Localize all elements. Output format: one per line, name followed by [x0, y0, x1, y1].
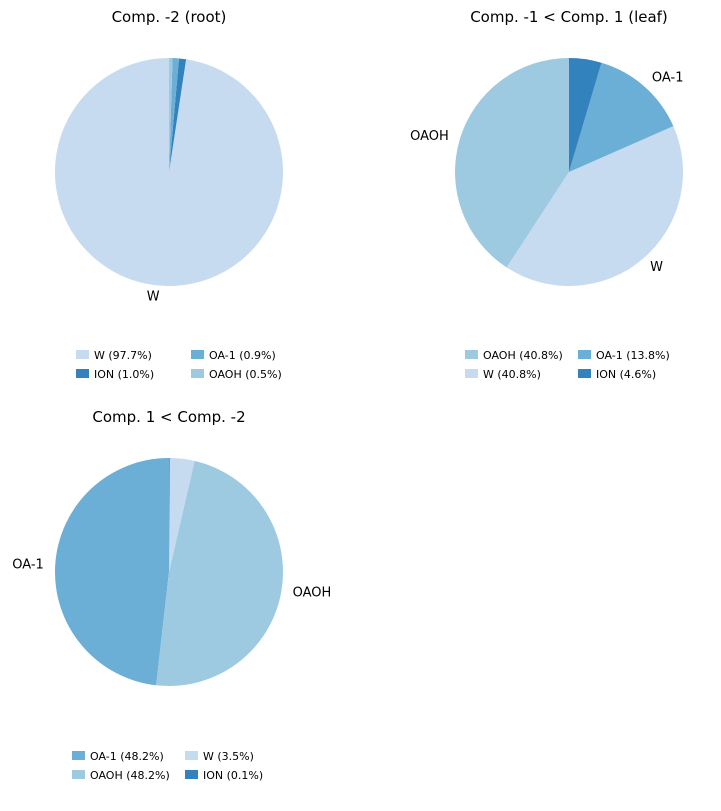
chart-1-legend-entry-ion: ION (1.0%) — [94, 368, 154, 381]
chart-2-slice-w — [506, 126, 683, 286]
chart-1-legend-entry-w: W (97.7%) — [94, 349, 152, 362]
chart-3-legend-swatch-oa-1 — [72, 751, 85, 760]
chart-2-slice-label-oaoh: OAOH — [410, 129, 449, 144]
chart-3-slice-oaoh — [156, 460, 284, 686]
chart-2-legend: OAOH (40.8%) OA-1 (13.8%) W (40.8%) ION (4.… — [465, 349, 670, 381]
chart-3-slice-label-oa-1: OA-1 — [12, 557, 44, 572]
chart-3-legend-swatch-ion — [185, 770, 198, 779]
chart-3-legend-swatch-oaoh — [72, 770, 85, 779]
chart-2-legend-entry-oaoh: OAOH (40.8%) — [483, 349, 563, 362]
chart-3-legend-entry-oa-1: OA-1 (48.2%) — [90, 750, 164, 763]
chart-2-slice-label-oa-1: OA-1 — [652, 70, 684, 85]
chart-3-slice-w — [169, 458, 195, 572]
chart-2-legend-swatch-ion — [578, 369, 591, 378]
chart-2-legend-entry-w: W (40.8%) — [483, 368, 541, 381]
chart-3-slice-labels: OA-1 OAOH — [12, 557, 331, 600]
chart-2-legend-swatch-w — [465, 369, 478, 378]
chart-2-title: Comp. -1 < Comp. 1 (leaf) — [470, 8, 668, 26]
chart-panel-1: Comp. -2 (root) W W (97.7%) OA-1 (0.9%) IO… — [55, 8, 283, 381]
chart-3-slice-oa-1 — [55, 458, 169, 686]
chart-1-legend-swatch-ion — [76, 369, 89, 378]
chart-panel-3: Comp. 1 < Comp. -2 OA-1 OAOH OA-1 (48.2%)… — [12, 408, 331, 782]
chart-2-legend-entry-ion: ION (4.6%) — [596, 368, 656, 381]
chart-1-slices — [55, 58, 283, 286]
chart-2-slices — [455, 58, 683, 286]
chart-3-legend-entry-ion: ION (0.1%) — [203, 769, 263, 782]
chart-2-slice-labels: OAOH W OA-1 — [410, 70, 683, 275]
chart-3-legend-entry-oaoh: OAOH (48.2%) — [90, 769, 170, 782]
chart-3-slice-ion — [169, 458, 170, 572]
chart-3-slices — [55, 458, 284, 686]
chart-2-slice-oa-1 — [569, 62, 674, 172]
chart-3-title: Comp. 1 < Comp. -2 — [92, 408, 245, 426]
chart-1-slice-labels: W — [147, 290, 160, 305]
chart-3-legend-entry-w: W (3.5%) — [203, 750, 254, 763]
chart-1-legend: W (97.7%) OA-1 (0.9%) ION (1.0%) OAOH (0.5%… — [76, 349, 282, 381]
chart-2-slice-oaoh — [455, 58, 569, 268]
chart-1-slice-ion — [169, 58, 187, 172]
chart-3-slice-label-oaoh: OAOH — [293, 586, 332, 601]
chart-1-legend-swatch-w — [76, 350, 89, 359]
chart-1-legend-swatch-oa-1 — [191, 350, 204, 359]
chart-2-legend-swatch-oaoh — [465, 350, 478, 359]
chart-3-legend: OA-1 (48.2%) W (3.5%) OAOH (48.2%) ION (0.1… — [72, 750, 263, 782]
chart-1-slice-label-w: W — [147, 290, 160, 305]
chart-2-legend-entry-oa-1: OA-1 (13.8%) — [596, 349, 670, 362]
chart-1-legend-entry-oa-1: OA-1 (0.9%) — [209, 349, 276, 362]
chart-1-legend-swatch-oaoh — [191, 369, 204, 378]
chart-2-slice-ion — [569, 58, 602, 172]
chart-3-legend-swatch-w — [185, 751, 198, 760]
chart-1-slice-oaoh — [169, 58, 173, 172]
chart-panel-2: Comp. -1 < Comp. 1 (leaf) OAOH W OA-1 OAOH… — [410, 8, 683, 381]
chart-2-legend-swatch-oa-1 — [578, 350, 591, 359]
chart-1-slice-oa-1 — [169, 58, 180, 173]
chart-1-legend-entry-oaoh: OAOH (0.5%) — [209, 368, 282, 381]
chart-1-title: Comp. -2 (root) — [112, 8, 227, 26]
chart-2-slice-label-w: W — [650, 260, 663, 275]
